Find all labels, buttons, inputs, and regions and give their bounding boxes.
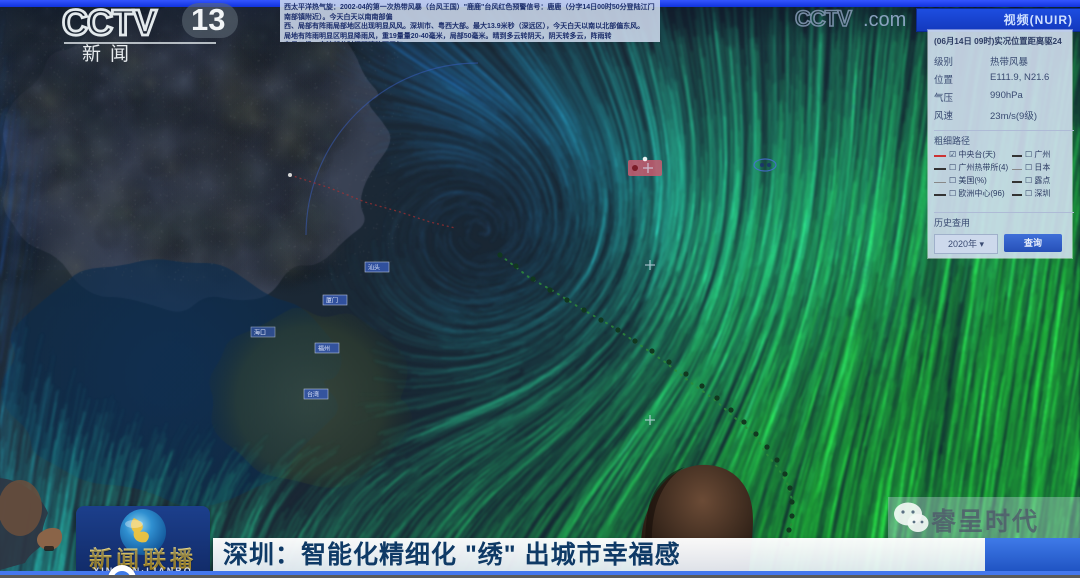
svg-text:13: 13 — [191, 2, 225, 37]
svg-text:.com: .com — [863, 9, 906, 31]
svg-text:新闻: 新闻 — [82, 43, 138, 62]
svg-text:CCTV: CCTV — [62, 2, 157, 43]
svg-text:CCTV: CCTV — [795, 6, 852, 31]
